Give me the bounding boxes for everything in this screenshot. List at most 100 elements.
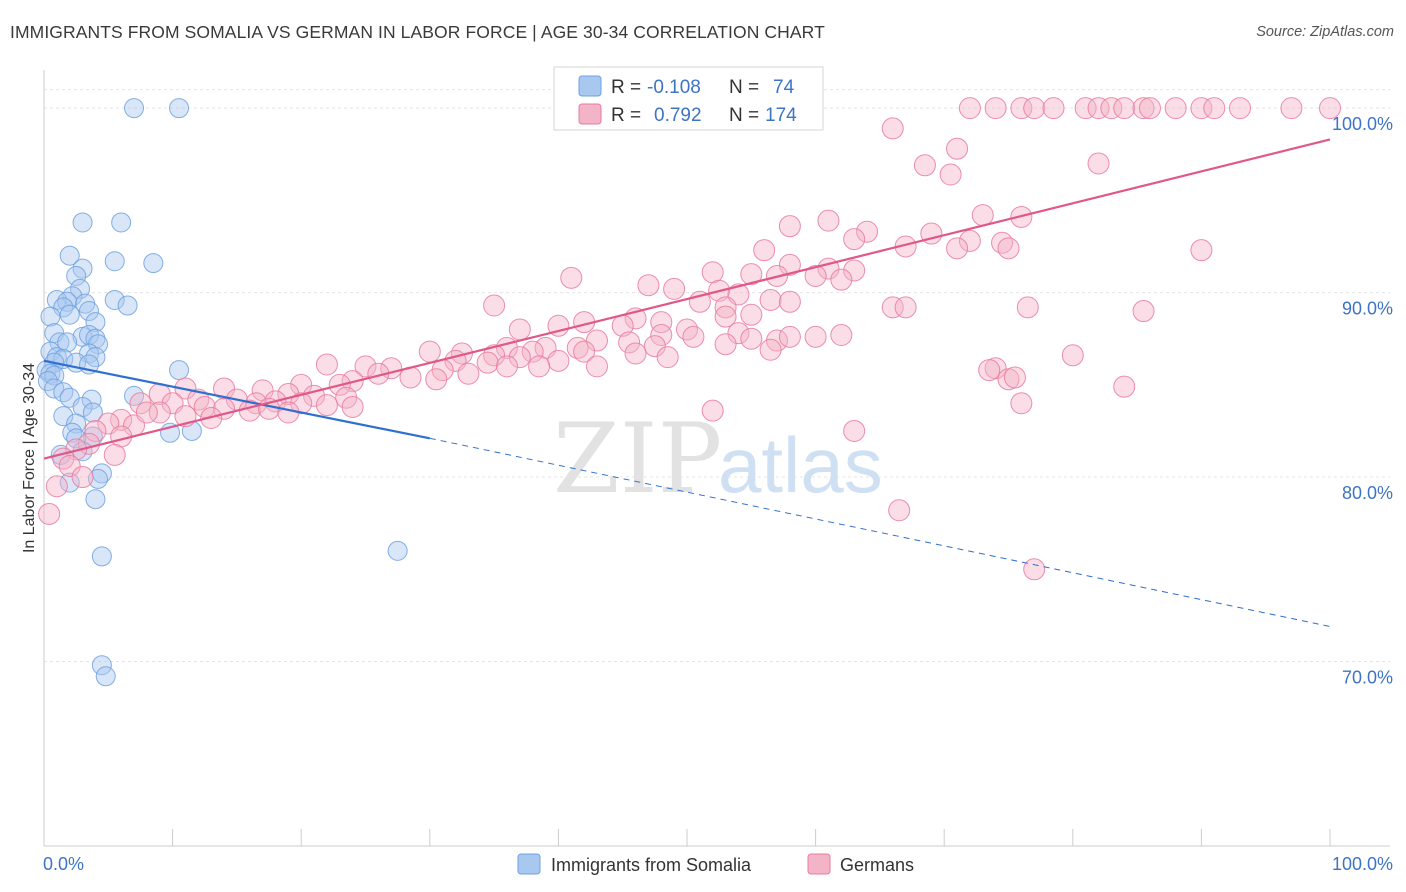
y-axis-label: In Labor Force | Age 30-34: [21, 363, 38, 553]
point-1-2: [1010, 97, 1033, 120]
source-label: Source: ZipAtlas.com: [1256, 24, 1394, 40]
point-0-58: [59, 472, 80, 493]
point-0-62: [91, 546, 112, 567]
point-1-132: [110, 425, 133, 448]
point-1-89: [476, 351, 499, 374]
point-1-54: [483, 294, 506, 317]
point-1-69: [585, 329, 608, 352]
point-1-75: [714, 333, 737, 356]
point-0-2: [72, 212, 93, 233]
point-1-5: [1074, 97, 1097, 120]
point-1-59: [547, 314, 570, 337]
point-1-21: [1087, 152, 1110, 175]
bottom-legend: Immigrants from Somalia Germans: [517, 853, 914, 875]
point-1-150: [1113, 375, 1136, 398]
point-1-17: [881, 117, 904, 140]
point-1-114: [290, 392, 313, 415]
point-1-76: [759, 338, 782, 361]
data-points: [36, 97, 1341, 687]
point-1-115: [315, 394, 338, 417]
point-1-58: [650, 311, 673, 334]
point-1-40: [740, 263, 763, 286]
x-tick-label-min: 0.0%: [43, 854, 84, 874]
point-1-53: [881, 296, 904, 319]
point-1-49: [759, 288, 782, 311]
watermark: ZIP atlas: [553, 403, 883, 515]
point-1-15: [1280, 97, 1303, 120]
point-1-145: [1061, 344, 1084, 367]
point-0-47: [82, 402, 103, 423]
bottom-legend-swatch-somalia: [517, 853, 541, 875]
point-1-56: [714, 305, 737, 328]
point-0-42: [53, 382, 74, 403]
point-1-62: [676, 318, 698, 341]
chart-title: IMMIGRANTS FROM SOMALIA VS GERMAN IN LAB…: [10, 22, 825, 42]
point-1-137: [58, 454, 81, 477]
point-0-18: [59, 304, 80, 325]
point-1-34: [1190, 239, 1213, 262]
point-1-91: [528, 355, 551, 378]
point-0-4: [59, 245, 80, 266]
point-1-79: [656, 346, 679, 369]
legend-n-somalia: 74: [773, 77, 795, 98]
point-1-43: [830, 268, 853, 291]
point-1-129: [135, 401, 158, 424]
point-0-63: [91, 655, 112, 676]
point-1-151: [1010, 392, 1033, 415]
point-1-7: [1100, 97, 1123, 120]
point-1-22: [971, 204, 994, 227]
point-1-55: [740, 303, 763, 326]
point-1-148: [1003, 366, 1026, 389]
point-1-85: [508, 346, 531, 369]
legend-r-germans: 0.792: [654, 105, 702, 126]
bottom-legend-label-somalia: Immigrants from Somalia: [551, 855, 752, 875]
point-1-64: [727, 322, 750, 345]
point-1-35: [753, 239, 776, 262]
point-1-142: [1132, 300, 1155, 323]
legend-n-label-somalia: N =: [729, 77, 759, 98]
series-0: [36, 98, 408, 687]
legend-swatch-somalia: [578, 75, 602, 97]
point-1-51: [778, 290, 801, 313]
point-1-153: [843, 419, 866, 442]
point-1-24: [817, 209, 840, 232]
point-1-93: [354, 355, 377, 378]
point-1-154: [888, 499, 911, 522]
point-1-3: [1023, 97, 1046, 120]
bottom-legend-label-germans: Germans: [840, 855, 914, 875]
point-1-45: [637, 274, 660, 297]
point-0-15: [117, 295, 138, 316]
point-1-38: [843, 259, 866, 282]
legend-r-somalia: -0.108: [647, 77, 701, 98]
point-1-87: [585, 355, 608, 378]
point-1-19: [913, 154, 936, 177]
point-1-152: [701, 399, 724, 422]
point-1-141: [1016, 296, 1039, 319]
point-1-73: [566, 336, 589, 359]
point-1-127: [110, 408, 133, 431]
point-1-143: [830, 324, 853, 347]
point-1-84: [483, 344, 506, 367]
point-0-3: [111, 212, 132, 233]
point-1-138: [71, 466, 94, 489]
point-1-36: [778, 253, 801, 276]
point-1-149: [978, 359, 1001, 382]
point-1-119: [213, 397, 236, 420]
point-1-65: [650, 324, 673, 347]
point-1-67: [740, 327, 763, 350]
point-0-24: [85, 328, 106, 349]
point-1-155: [1023, 558, 1046, 581]
point-1-116: [341, 395, 364, 418]
point-1-1: [984, 97, 1007, 120]
legend: R = -0.108 N = 74 R = 0.792 N = 174: [553, 66, 824, 131]
point-1-29: [958, 229, 981, 252]
point-0-8: [66, 265, 87, 286]
point-1-77: [804, 325, 827, 348]
point-1-0: [958, 97, 981, 120]
point-1-140: [894, 296, 917, 319]
point-0-36: [169, 360, 190, 381]
legend-n-label-germans: N =: [729, 105, 759, 126]
point-1-20: [939, 163, 962, 186]
point-1-83: [450, 342, 473, 365]
point-1-32: [946, 237, 969, 260]
